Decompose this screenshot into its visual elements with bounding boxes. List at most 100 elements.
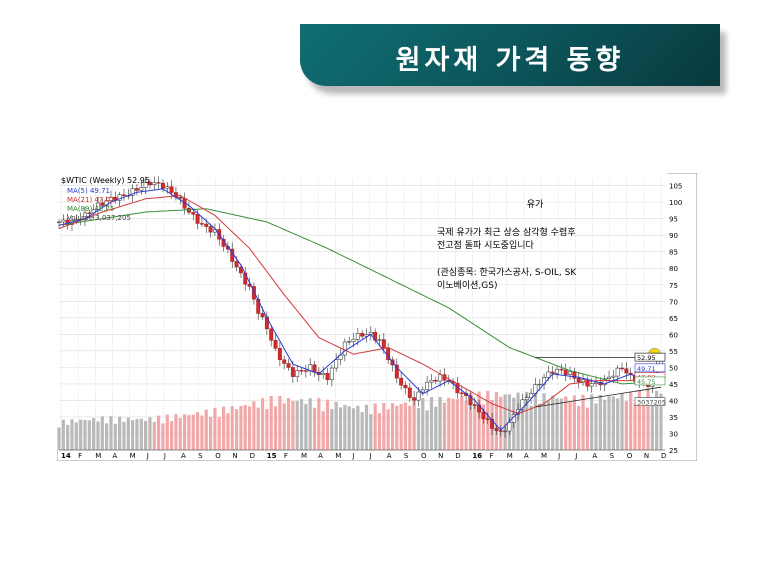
volume-bar	[373, 403, 377, 450]
candle-body	[615, 367, 620, 377]
candle-body	[160, 182, 165, 189]
volume-bar	[66, 424, 70, 450]
volume-bar	[234, 409, 239, 450]
volume-bar	[135, 419, 139, 450]
annotation-line-1: 국제 유가가 최근 상승 삼각형 수렴후	[437, 226, 576, 238]
candle-body	[481, 411, 486, 420]
price-tag-label: 45.75	[637, 378, 656, 386]
price-tag-label: 3037205	[637, 399, 666, 407]
x-tick-label: S	[404, 452, 409, 460]
candle-body	[438, 374, 443, 382]
candle-body	[485, 418, 490, 420]
x-tick-label: A	[524, 452, 529, 460]
candle-body	[117, 194, 122, 201]
candle-body	[412, 397, 417, 401]
chart-annotation: 유가 국제 유가가 최근 상승 삼각형 수렴후 전고점 돌파 시도중입니다 (관…	[437, 199, 577, 291]
volume-bar	[611, 396, 615, 450]
candle-body	[429, 380, 434, 383]
candle-body	[143, 181, 148, 188]
y-tick-label: 85	[669, 249, 678, 257]
volume-bar	[386, 409, 390, 450]
candle-body	[334, 359, 339, 369]
volume-bar	[351, 408, 356, 450]
volume-bar	[585, 407, 589, 450]
volume-bar	[529, 405, 533, 450]
volume-bar	[260, 398, 265, 450]
volume-bar	[516, 392, 520, 450]
x-tick-label: 15	[267, 452, 277, 460]
candle-body	[459, 392, 464, 394]
volume-bar	[334, 401, 338, 450]
volume-bar	[286, 397, 291, 450]
volume-bar	[252, 401, 256, 450]
volume-bar	[312, 407, 317, 450]
candle-body	[559, 368, 564, 371]
candle-body	[394, 364, 399, 379]
candle-body	[139, 187, 144, 191]
volume-bar	[477, 391, 481, 450]
candle-body	[407, 387, 412, 398]
volume-bar	[494, 391, 499, 450]
x-tick-label: D	[661, 452, 666, 460]
volume-bar	[429, 397, 434, 450]
volume-bar	[178, 418, 182, 450]
x-tick-label: N	[232, 452, 237, 460]
support-line	[535, 386, 662, 408]
x-tick-label: J	[146, 452, 149, 460]
volume-bar	[451, 398, 455, 450]
ma21-line	[58, 194, 662, 415]
candle-body	[355, 333, 360, 340]
volume-bar	[131, 420, 135, 450]
x-tick-label: F	[490, 452, 494, 460]
candle-body	[381, 339, 386, 349]
candle-body	[576, 378, 581, 383]
volume-bar	[165, 414, 169, 450]
volume-bar	[291, 401, 295, 450]
volume-bar	[317, 398, 321, 450]
volume-bar	[217, 417, 221, 450]
volume-bar	[83, 420, 87, 450]
volume-bar	[364, 404, 369, 450]
price-tag-label: 52.95	[637, 354, 656, 362]
y-tick-label: 105	[669, 183, 682, 191]
candle-body	[602, 378, 607, 386]
volume-bar	[572, 395, 576, 450]
volume-bar	[399, 404, 403, 450]
volume-bar	[442, 402, 447, 450]
volume-bar	[239, 405, 243, 450]
candle-body	[282, 359, 287, 364]
candle-body	[277, 348, 282, 361]
candle-body	[524, 397, 529, 401]
candle-body	[351, 339, 356, 342]
volume-bar	[421, 398, 425, 450]
x-tick-label: M	[507, 452, 513, 460]
volume-bar	[204, 409, 208, 450]
y-tick-label: 90	[669, 232, 678, 240]
candle-body	[325, 373, 330, 381]
candle-body	[87, 212, 92, 214]
volume-bar	[170, 421, 174, 450]
chart-title: 유가	[527, 199, 544, 210]
price-tag-box	[634, 397, 666, 406]
volume-bar	[87, 420, 91, 450]
candle-body	[286, 363, 291, 368]
volume-bar	[473, 404, 477, 450]
volume-bar	[247, 406, 252, 450]
volume-bar	[256, 407, 260, 450]
annotation-line-4: 이노베이션,GS)	[437, 280, 497, 291]
volume-bar	[499, 396, 503, 450]
candle-body	[490, 419, 495, 429]
title-banner: 원자재 가격 동향	[300, 24, 720, 86]
volume-bar	[187, 415, 191, 450]
slide-title: 원자재 가격 동향	[395, 45, 625, 76]
candle-body	[273, 340, 278, 349]
legend-ma21: MA(21) 47.02	[67, 196, 114, 204]
candle-body	[57, 221, 61, 224]
volume-bar	[533, 392, 538, 450]
volume-bar	[616, 398, 620, 450]
x-tick-label: O	[627, 452, 633, 460]
candle-body	[122, 194, 126, 196]
candle-body	[360, 333, 365, 337]
y-tick-label: 25	[669, 447, 678, 455]
